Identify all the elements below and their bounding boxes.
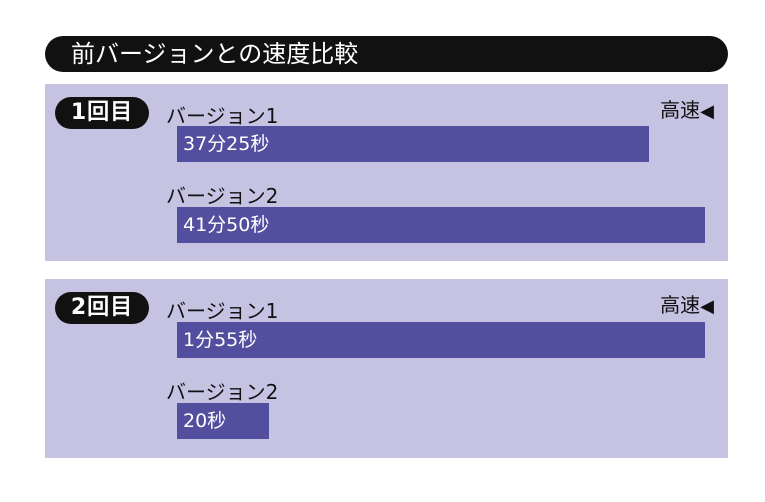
speed-note-text: 高速 — [660, 293, 701, 317]
page-title: 前バージョンとの速度比較 — [45, 36, 728, 72]
version-label: バージョン2 — [166, 380, 279, 404]
round-1-panel: 1回目 高速◀ バージョン1 37分25秒 バージョン2 41分50秒 — [45, 84, 728, 261]
version-label: バージョン2 — [166, 184, 279, 208]
round-2-panel: 2回目 高速◀ バージョン1 1分55秒 バージョン2 20秒 — [45, 279, 728, 458]
bar: 41分50秒 — [177, 207, 705, 243]
round-badge: 1回目 — [55, 97, 149, 129]
bar-value-label: 20秒 — [183, 410, 227, 432]
bar-value-label: 41分50秒 — [183, 214, 270, 236]
bar-value-label: 37分25秒 — [183, 133, 270, 155]
bar: 1分55秒 — [177, 322, 705, 358]
version-label: バージョン1 — [166, 299, 279, 323]
bar-value-label: 1分55秒 — [183, 329, 258, 351]
left-triangle-icon: ◀ — [700, 296, 714, 317]
bar: 20秒 — [177, 403, 269, 439]
speed-note-text: 高速 — [660, 98, 701, 122]
round-badge: 2回目 — [55, 292, 149, 324]
version-label: バージョン1 — [166, 104, 279, 128]
speed-note: 高速◀ — [660, 289, 714, 318]
speed-note: 高速◀ — [660, 94, 714, 123]
left-triangle-icon: ◀ — [700, 101, 714, 122]
bar: 37分25秒 — [177, 126, 649, 162]
